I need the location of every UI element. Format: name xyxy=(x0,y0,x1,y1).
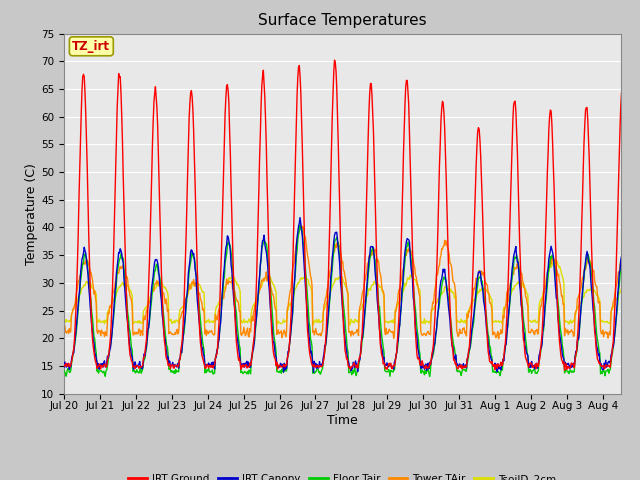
X-axis label: Time: Time xyxy=(327,414,358,427)
Title: Surface Temperatures: Surface Temperatures xyxy=(258,13,427,28)
Legend: IRT Ground, IRT Canopy, Floor Tair, Tower TAir, TsoilD_2cm: IRT Ground, IRT Canopy, Floor Tair, Towe… xyxy=(124,470,561,480)
Y-axis label: Temperature (C): Temperature (C) xyxy=(25,163,38,264)
Text: TZ_irt: TZ_irt xyxy=(72,40,110,53)
